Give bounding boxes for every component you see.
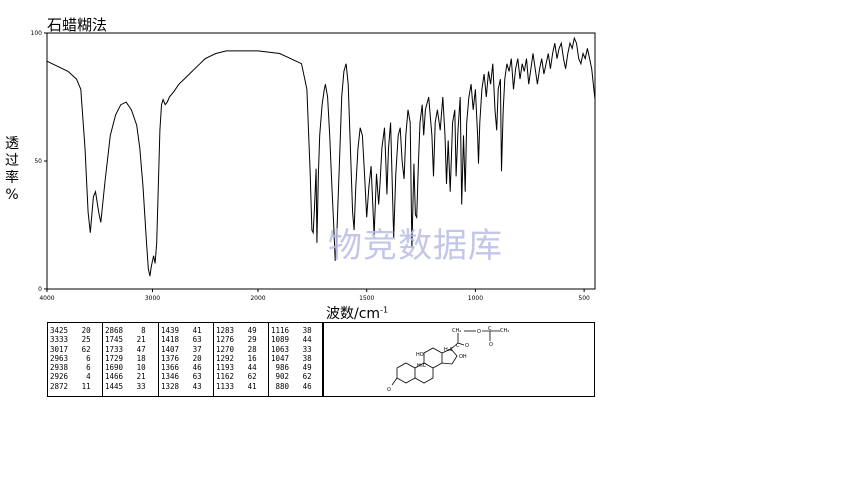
x-tick-label: 2000 (250, 295, 265, 302)
y-axis-label-char: % (5, 187, 19, 203)
atom-label: OH (459, 354, 467, 360)
structure-bonds (391, 330, 500, 386)
peak-table-row: 1047 38 (271, 353, 312, 363)
y-axis-label-char: 过 (5, 153, 19, 169)
x-axis-label: 波数/cm-1 (326, 303, 388, 323)
peak-table-row: 1729 18 (105, 353, 146, 363)
peak-table-row: 1283 49 (216, 326, 257, 335)
peak-table-row: 1439 41 (161, 326, 202, 335)
peak-table-row: 1466 21 (105, 372, 146, 382)
peak-table-row: 3425 20 (50, 326, 91, 335)
peak-table-row: 3333 25 (50, 335, 91, 345)
peak-table-row: 1276 29 (216, 335, 257, 345)
x-tick-label: 3000 (145, 295, 160, 302)
x-tick-label: 4000 (39, 295, 54, 302)
peak-table-row: 1089 44 (271, 335, 312, 345)
atom-label: C (488, 326, 492, 332)
y-tick-label: 0 (38, 286, 42, 293)
y-tick-label: 50 (34, 158, 42, 165)
plot-frame (46, 32, 596, 290)
ketone-bond (391, 377, 398, 386)
peak-table-row: 2938 6 (50, 363, 91, 373)
atom-label: O (465, 343, 469, 349)
ring-b (414, 362, 434, 384)
carbonyl-bond (457, 342, 465, 346)
spectrum-series-line (46, 36, 596, 277)
peak-table-row: 1133 41 (216, 381, 257, 391)
x-axis-label-text: 波数/cm (326, 306, 381, 322)
peak-table-row: 1346 63 (161, 372, 202, 382)
peak-table-row: 1328 43 (161, 381, 202, 391)
peak-table-row: 2868 8 (105, 326, 146, 335)
peak-table-row: 1116 38 (271, 326, 312, 335)
atom-label: O (387, 387, 391, 393)
atom-label: O (489, 342, 493, 348)
chart-title: 石蜡糊法 (47, 16, 108, 34)
molecular-structure-diagram: CH₂ O C CH₃ O HO H₃C H₃C C O OH O (387, 326, 509, 393)
peak-table-row: 1418 63 (161, 335, 202, 345)
peak-table-column-divider (268, 323, 269, 396)
peak-table-row: 2872 11 (50, 381, 91, 391)
atom-label: O (477, 329, 481, 335)
peak-table-column: 1116 38 1089 44 1063 33 1047 38 986 49 902 … (271, 326, 325, 391)
ring-d (441, 348, 458, 365)
side-chain-bond (450, 342, 459, 350)
x-tick-label: 500 (578, 295, 590, 302)
peak-table-column-divider (213, 323, 214, 396)
peak-table-column: 1439 41 1418 63 1407 37 1376 20 1366 46 1346 … (161, 326, 215, 391)
ring-c (423, 347, 443, 369)
x-axis-label-unit-exponent: -1 (380, 305, 389, 315)
peak-table-row: 1745 21 (105, 335, 146, 345)
x-tick-label: 1000 (468, 295, 483, 302)
peak-table-row: 1366 46 (161, 363, 202, 373)
x-tick-label: 1500 (359, 295, 374, 302)
y-axis-label: 透 过 率 % (2, 136, 22, 204)
peak-table-row: 880 46 (271, 381, 312, 391)
watermark: 物竞数据库 (328, 226, 503, 266)
y-axis-label-char: 率 (5, 170, 19, 186)
structure-panel: CH₂ O C CH₃ O HO H₃C H₃C C O OH O (323, 322, 595, 397)
peak-table-row: 2926 4 (50, 372, 91, 382)
peak-table-row: 1162 62 (216, 372, 257, 382)
atom-label: H₃C (417, 363, 427, 369)
atom-label: CH₃ (500, 328, 509, 334)
peak-table-row: 3017 62 (50, 344, 91, 354)
atom-label: C (456, 343, 460, 349)
peak-table-column-divider (102, 323, 103, 396)
y-tick-label: 100 (31, 30, 43, 37)
atom-label: HO (416, 352, 424, 358)
peak-table-row: 1292 16 (216, 353, 257, 363)
peak-table-column: 2868 8 1745 21 1733 47 1729 18 1690 10 1466 2… (105, 326, 159, 391)
peak-table-row: 1733 47 (105, 344, 146, 354)
peak-table-row: 1376 20 (161, 353, 202, 363)
atom-label: CH₂ (452, 328, 461, 334)
atom-label: H₃C (444, 347, 454, 353)
y-axis-label-char: 透 (5, 136, 19, 152)
structure-labels: CH₂ O C CH₃ O HO H₃C H₃C C O OH O (387, 326, 509, 393)
peak-table-column-divider (158, 323, 159, 396)
peak-table-row: 902 62 (271, 372, 312, 382)
peak-table-column: 1283 49 1276 29 1270 28 1292 16 1193 44 1162 … (216, 326, 270, 391)
peak-table-row: 1690 10 (105, 363, 146, 373)
peak-table-row: 1193 44 (216, 363, 257, 373)
peak-table-row: 1445 33 (105, 381, 146, 391)
peak-table-row: 986 49 (271, 363, 312, 373)
peak-table-row: 1270 28 (216, 344, 257, 354)
peak-table-row: 2963 6 (50, 353, 91, 363)
peak-table-row: 1063 33 (271, 344, 312, 354)
ring-a (396, 362, 416, 384)
peak-table-row: 1407 37 (161, 344, 202, 354)
